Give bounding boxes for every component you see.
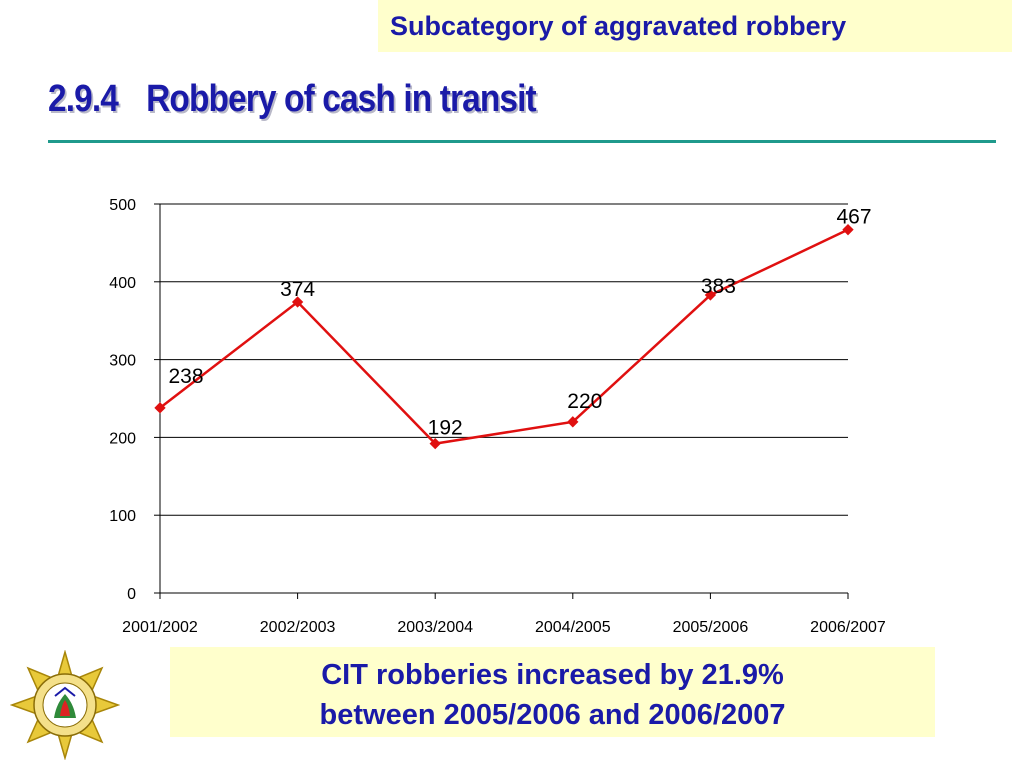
data-point [567,416,579,428]
police-star-badge-icon [10,650,120,760]
subcategory-label: Subcategory of aggravated robbery [390,10,847,41]
x-tick-label: 2001/2002 [122,619,198,636]
y-tick-label: 0 [127,586,136,603]
y-tick-label: 300 [109,353,136,370]
y-tick-label: 200 [109,430,136,447]
data-point [429,437,441,450]
x-tick-label: 2006/2007 [810,619,886,636]
callout-box: CIT robberies increased by 21.9% between… [170,647,935,737]
x-tick-label: 2004/2005 [535,619,611,636]
section-title: Robbery of cash in transit [146,78,536,120]
x-tick-label: 2002/2003 [260,619,336,636]
callout-line-2: between 2005/2006 and 2006/2007 [319,699,786,731]
data-label: 220 [567,390,602,413]
x-tick-label: 2003/2004 [397,619,473,636]
data-label: 374 [280,278,315,301]
y-tick-label: 500 [109,197,136,214]
y-tick-label: 400 [109,275,136,292]
data-label: 383 [701,275,736,298]
section-number: 2.9.4 [48,78,119,120]
data-label: 192 [428,417,463,440]
subcategory-banner: Subcategory of aggravated robbery [378,0,1012,52]
data-point [154,402,166,414]
data-label: 238 [168,365,203,388]
y-tick-label: 100 [109,508,136,525]
x-tick-label: 2005/2006 [673,619,749,636]
page-title: 2.9.4 Robbery of cash in transit [48,78,537,121]
series-line [159,228,849,445]
data-label: 467 [836,206,871,229]
data-point [842,224,854,236]
data-point [704,289,717,301]
title-divider [48,140,996,143]
data-point [291,296,304,308]
callout-line-1: CIT robberies increased by 21.9% [321,659,784,691]
